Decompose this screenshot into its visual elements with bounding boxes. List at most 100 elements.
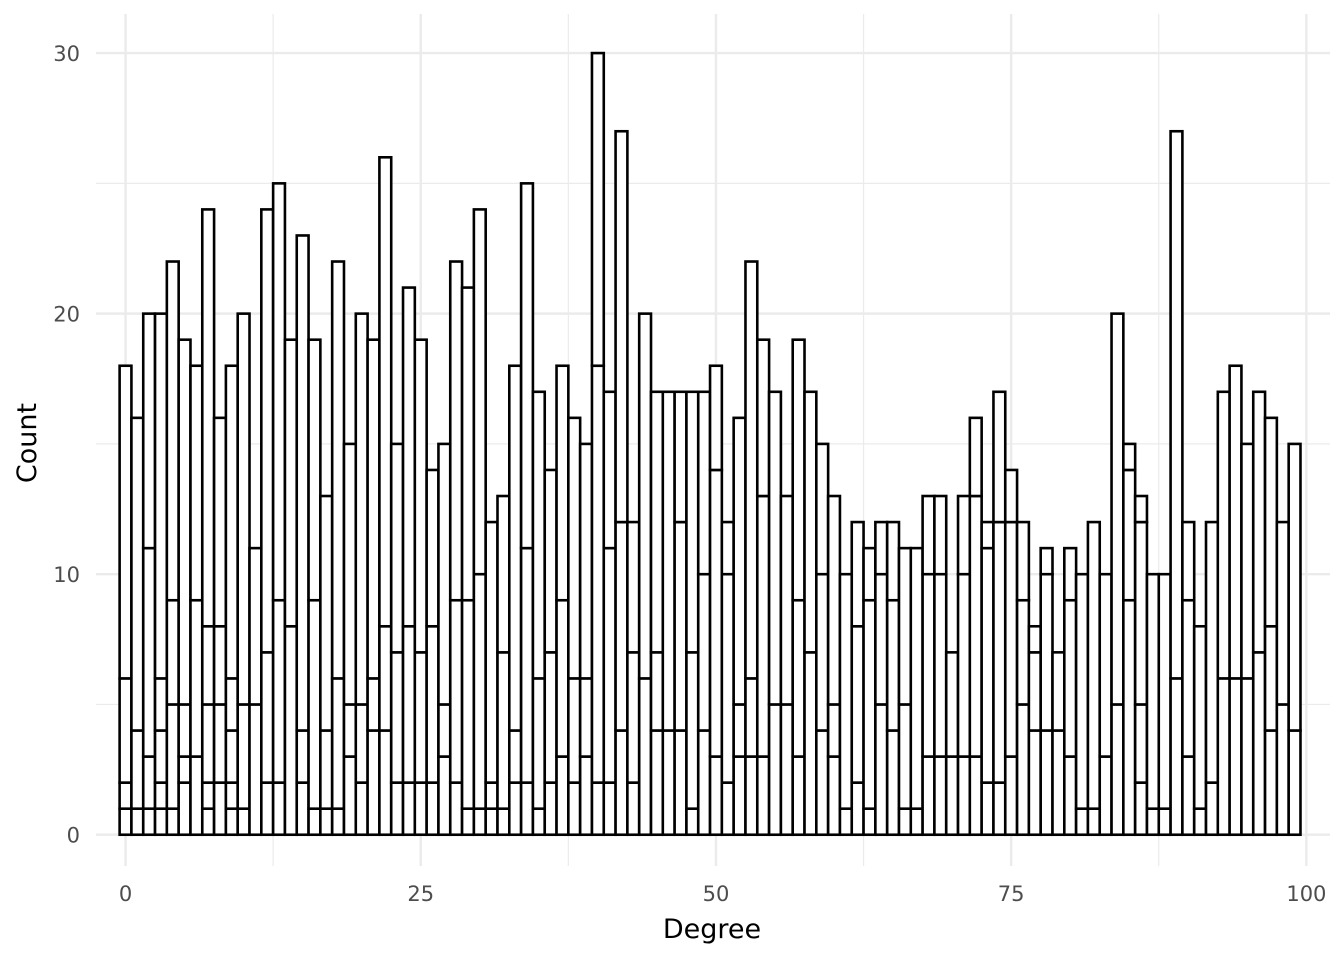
histogram-bar-segment <box>897 807 913 837</box>
histogram-bar-segment <box>1027 624 1042 654</box>
histogram-bar-segment <box>1074 572 1090 810</box>
histogram-bar-segment <box>826 755 842 837</box>
histogram-bar-segment <box>1157 807 1172 837</box>
histogram-bar-segment <box>968 416 983 498</box>
histogram-bar-segment <box>448 260 464 602</box>
histogram-bar-segment <box>956 494 972 576</box>
histogram-bar-segment <box>956 572 972 758</box>
histogram-bar-segment <box>744 755 759 837</box>
histogram-bar-segment <box>224 729 240 784</box>
histogram-bar-segment <box>437 755 452 837</box>
histogram-bar-segment <box>992 781 1007 837</box>
histogram-bar-segment <box>448 781 464 837</box>
histogram-bar-segment <box>590 364 606 784</box>
histogram-bar-segment <box>1086 807 1102 837</box>
histogram-bar-segment <box>980 781 995 837</box>
histogram-bar-segment <box>791 598 806 758</box>
histogram-bar-segment <box>980 520 995 550</box>
histogram-bar-segment <box>1133 494 1149 524</box>
histogram-bar-segment <box>130 416 145 732</box>
histogram-bar-segment <box>519 182 535 550</box>
histogram-bar-segment <box>212 703 228 784</box>
histogram-bar-segment <box>720 781 735 837</box>
histogram-bar-segment <box>567 416 582 680</box>
histogram-bar-segment <box>1263 624 1279 732</box>
histogram-bar-segment <box>1074 807 1090 837</box>
histogram-bar-segment <box>307 338 322 602</box>
histogram-bar-segment <box>200 624 216 706</box>
histogram-bar-segment <box>1051 729 1066 837</box>
histogram-bar-segment <box>661 390 676 732</box>
histogram-bar-segment <box>1228 364 1243 680</box>
histogram-bar-segment <box>720 572 735 784</box>
histogram-bar-segment <box>212 781 228 837</box>
histogram-bar-segment <box>944 651 960 758</box>
histogram-bar-segment <box>224 677 240 732</box>
histogram-bar-segment <box>1240 442 1255 680</box>
histogram-bar-segment <box>319 494 334 732</box>
histogram-bar-segment <box>472 572 487 810</box>
histogram-bar-segment <box>319 807 334 837</box>
histogram-bar-segment <box>413 651 428 784</box>
histogram-bar-segment <box>189 364 204 602</box>
histogram-bar-segment <box>1251 651 1267 837</box>
histogram-bar-segment <box>732 755 747 837</box>
histogram-bar-segment <box>1287 442 1302 732</box>
histogram-bar-segment <box>496 807 511 837</box>
histogram-bar-segment <box>531 390 547 680</box>
histogram-bar-segment <box>732 416 747 706</box>
histogram-bar-segment <box>224 364 240 680</box>
histogram-bar-segment <box>567 677 582 784</box>
histogram-bar-segment <box>484 520 499 784</box>
histogram-bar-segment <box>874 572 889 706</box>
histogram-bar-segment <box>555 755 570 837</box>
histogram-bar-segment <box>425 624 440 784</box>
histogram-bar-segment <box>791 755 806 837</box>
histogram-bar-segment <box>744 260 759 680</box>
histogram-bar-segment <box>897 703 913 810</box>
histogram-bar-segment <box>720 520 735 576</box>
histogram-bar-segment <box>649 390 665 654</box>
histogram-bar-segment <box>236 807 251 837</box>
histogram-bar-segment <box>885 729 901 837</box>
histogram-bar-segment <box>838 572 854 810</box>
histogram-bar-segment <box>992 390 1007 524</box>
histogram-bar-segment <box>1157 572 1172 810</box>
histogram-bar-segment <box>200 781 216 810</box>
histogram-bar-segment <box>425 468 440 628</box>
histogram-bar-segment <box>602 546 617 784</box>
histogram-bar-segment <box>437 703 452 758</box>
histogram-bar-segment <box>862 598 877 810</box>
histogram-bar-segment <box>909 807 924 837</box>
histogram-bar-segment <box>472 208 487 576</box>
histogram-bar-segment <box>1181 520 1196 602</box>
histogram-bar-segment <box>1110 703 1125 837</box>
histogram-bar-segment <box>885 598 901 732</box>
histogram-bar-segment <box>118 807 133 837</box>
histogram-bar-segment <box>1216 390 1231 680</box>
histogram-bar-segment <box>685 390 700 654</box>
histogram-bar-segment <box>1063 546 1078 602</box>
histogram-bar-segment <box>637 312 653 680</box>
histogram-bar-segment <box>555 364 570 602</box>
histogram-bar-segment <box>921 572 936 758</box>
histogram-bar-segment <box>271 182 287 602</box>
histogram-bar-segment <box>496 494 511 654</box>
y-axis-title: Count <box>12 403 43 483</box>
histogram-bar-segment <box>1240 677 1255 837</box>
histogram-bar-segment <box>626 520 641 654</box>
histogram-bar-segment <box>1275 520 1290 706</box>
histogram-bar-segment <box>755 338 771 498</box>
histogram-bar-segment <box>732 703 747 758</box>
histogram-bar-segment <box>295 781 310 837</box>
histogram-bar-segment <box>248 546 263 706</box>
histogram-bar-segment <box>696 572 712 732</box>
histogram-bar-segment <box>933 572 948 758</box>
histogram-bar-segment <box>141 755 157 810</box>
histogram-bar-segment <box>460 598 476 810</box>
histogram-bar-segment <box>307 807 322 837</box>
histogram-bar-segment <box>1204 781 1220 837</box>
histogram-bar-segment <box>661 729 676 837</box>
histogram-bar-segment <box>815 572 830 732</box>
